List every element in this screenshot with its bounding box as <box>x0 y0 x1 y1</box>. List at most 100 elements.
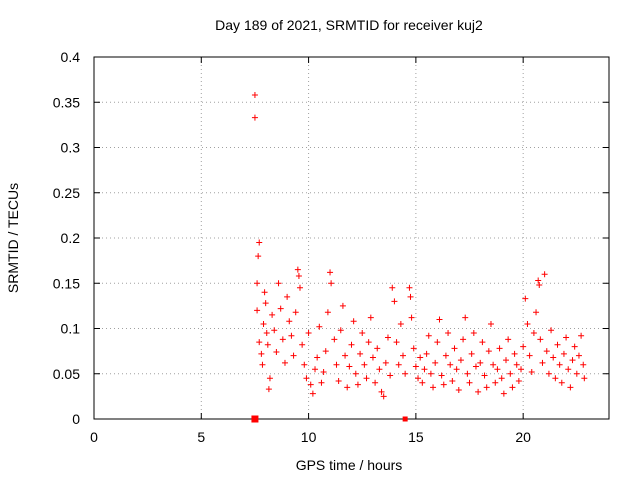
data-point <box>389 284 396 291</box>
data-point <box>440 381 447 388</box>
data-point <box>269 311 276 318</box>
data-point <box>277 305 284 312</box>
data-point <box>361 361 368 368</box>
data-point <box>316 323 323 330</box>
data-point <box>560 350 567 357</box>
data-point <box>408 314 415 321</box>
data-point <box>580 361 587 368</box>
data-point <box>258 350 265 357</box>
data-point <box>346 363 353 370</box>
data-point <box>328 280 335 287</box>
data-point <box>535 277 542 284</box>
data-point <box>273 349 280 356</box>
data-point <box>309 390 316 397</box>
data-point <box>565 366 572 373</box>
data-point <box>449 377 456 384</box>
data-point <box>518 366 525 373</box>
data-point <box>479 339 486 346</box>
data-point <box>251 114 258 121</box>
data-point <box>571 343 578 350</box>
data-point <box>552 375 559 382</box>
data-point <box>290 352 297 359</box>
data-point <box>344 384 351 391</box>
data-point <box>357 350 364 357</box>
data-point <box>539 359 546 366</box>
data-point <box>481 372 488 379</box>
data-point <box>348 341 355 348</box>
data-point <box>490 361 497 368</box>
data-point <box>563 334 570 341</box>
data-point <box>363 375 370 382</box>
data-point <box>554 341 561 348</box>
data-point <box>307 381 314 388</box>
data-point <box>259 361 266 368</box>
data-point <box>261 289 268 296</box>
data-point <box>515 377 522 384</box>
data-point <box>543 348 550 355</box>
axis-ticks: 0 0.05 0.1 0.15 0.2 0.25 0.3 0.35 0.4 0 5 10 15 20 <box>53 49 609 445</box>
data-point <box>556 361 563 368</box>
data-point <box>262 300 269 307</box>
data-point <box>477 359 484 366</box>
data-point <box>520 343 527 350</box>
data-point <box>468 350 475 357</box>
data-point <box>533 309 540 316</box>
data-point <box>505 336 512 343</box>
data-point <box>445 330 452 337</box>
data-point <box>522 295 529 302</box>
data-point <box>485 348 492 355</box>
data-point <box>406 284 413 291</box>
data-point <box>284 293 291 300</box>
data-point <box>581 375 588 382</box>
data-point <box>558 379 565 386</box>
x-tick-label: 0 <box>90 429 98 445</box>
data-point <box>578 332 585 339</box>
data-point <box>472 363 479 370</box>
data-point <box>286 318 293 325</box>
x-tick-label: 20 <box>515 429 531 445</box>
data-point <box>402 370 409 377</box>
data-point <box>419 379 426 386</box>
y-tick-label: 0.05 <box>53 366 80 382</box>
data-point <box>537 336 544 343</box>
data-point <box>275 280 282 287</box>
y-tick-label: 0.25 <box>53 185 80 201</box>
data-point <box>464 370 471 377</box>
data-point <box>526 352 533 359</box>
data-point <box>391 298 398 305</box>
data-point <box>297 284 303 291</box>
data-point <box>263 330 270 337</box>
data-point <box>407 293 414 300</box>
x-markers <box>251 415 408 423</box>
data-point <box>387 372 394 379</box>
plot-frame <box>93 56 610 420</box>
data-point <box>266 375 273 382</box>
data-point <box>331 336 338 343</box>
data-point <box>438 372 445 379</box>
data-point <box>367 314 374 321</box>
data-point <box>354 381 361 388</box>
data-point <box>335 377 342 384</box>
data-point <box>281 359 288 366</box>
data-point <box>509 384 516 391</box>
data-point <box>254 280 261 287</box>
x-tick-label: 15 <box>408 429 424 445</box>
data-point <box>374 345 381 352</box>
data-point <box>573 370 580 377</box>
data-point <box>500 390 507 397</box>
data-point <box>430 384 437 391</box>
data-point <box>513 361 520 368</box>
data-point <box>415 375 422 382</box>
data-point <box>318 379 325 386</box>
y-axis-label: SRMTID / TECUs <box>5 183 21 293</box>
data-point <box>524 320 531 327</box>
data-point <box>305 330 312 337</box>
data-point <box>393 339 400 346</box>
data-point <box>382 359 389 366</box>
data-point <box>256 239 263 246</box>
data-point <box>494 366 501 373</box>
y-tick-label: 0.3 <box>61 140 81 156</box>
data-point <box>451 345 458 352</box>
data-point <box>255 253 262 260</box>
